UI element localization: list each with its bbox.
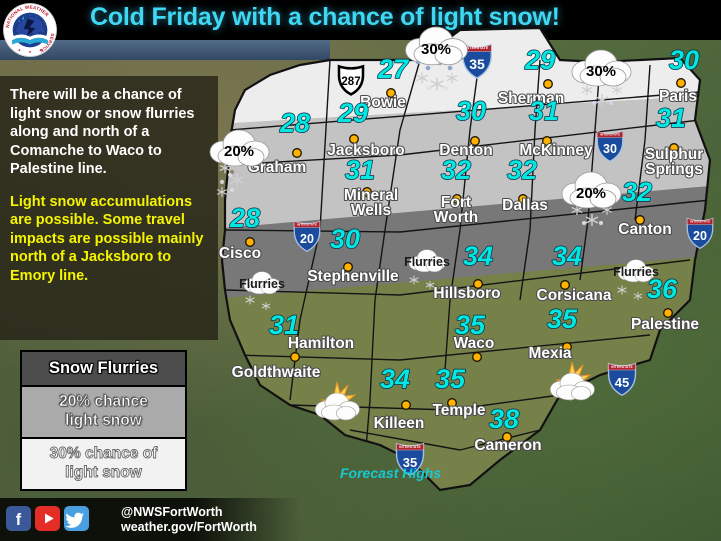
svg-text:f: f <box>16 511 22 529</box>
